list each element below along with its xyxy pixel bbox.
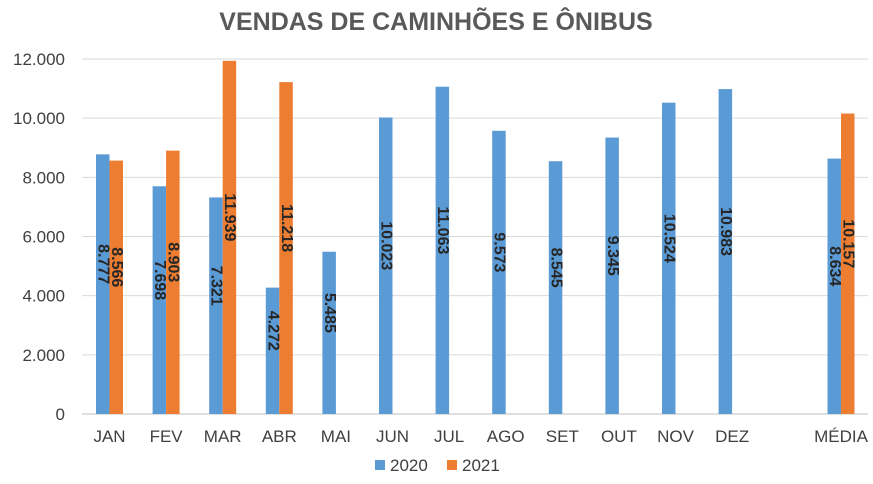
x-axis-ticks: JAN FEV MAR ABR MAI JUN JUL AGO SET OUT NOV DEZ MÉDI…	[93, 427, 868, 446]
data-label: 10.157	[840, 219, 857, 268]
data-label: 8.566	[108, 247, 125, 287]
y-axis-ticks: 0 2.000 4.000 6.000 8.000 10.000 12.000	[13, 50, 65, 424]
bar-2021-mar	[222, 60, 237, 414]
data-label: 11.939	[221, 193, 238, 241]
legend-label: 2021	[462, 456, 500, 475]
bar-2020-ago	[492, 130, 506, 414]
y-tick-label: 2.000	[22, 346, 65, 365]
bar-2020-mar	[209, 197, 223, 414]
y-tick-label: 12.000	[13, 50, 65, 69]
data-label: 11.063	[434, 206, 451, 254]
x-tick-label: JAN	[93, 427, 125, 446]
bar-2021-abr	[279, 82, 293, 415]
y-tick-label: 6.000	[22, 228, 65, 247]
data-label: 10.023	[378, 221, 395, 270]
data-label: 8.903	[165, 242, 182, 282]
data-label: 7.698	[151, 260, 168, 300]
gridlines	[82, 58, 868, 415]
data-label: 5.485	[321, 293, 338, 333]
bar-2020-jul	[435, 86, 450, 415]
bar-2020-média	[827, 158, 841, 414]
legend-swatch-2021	[447, 460, 457, 470]
x-tick-label: MAI	[321, 427, 351, 446]
x-tick-label: DEZ	[715, 427, 749, 446]
data-label: 9.573	[491, 232, 508, 272]
bar-2020-out	[605, 137, 619, 414]
x-tick-label: OUT	[601, 427, 637, 446]
data-label: 9.345	[604, 236, 621, 276]
bar-2021-média	[841, 113, 855, 414]
y-tick-label: 10.000	[13, 109, 65, 128]
x-tick-label: ABR	[262, 427, 297, 446]
y-tick-label: 0	[56, 405, 65, 424]
legend: 2020 2021	[375, 456, 500, 475]
y-tick-label: 8.000	[22, 168, 65, 187]
legend-swatch-2020	[375, 460, 385, 470]
x-tick-label: JUL	[434, 427, 464, 446]
data-label: 8.545	[547, 248, 564, 288]
bar-2020-mai	[322, 251, 336, 414]
data-label: 11.218	[278, 204, 295, 252]
x-tick-label: SET	[546, 427, 579, 446]
bar-2020-jun	[379, 117, 393, 414]
data-label: 7.321	[208, 266, 225, 306]
bar-2021-jan	[109, 160, 123, 414]
bar-2020-abr	[265, 287, 280, 414]
data-label: 10.524	[661, 214, 678, 263]
x-tick-label: AGO	[487, 427, 525, 446]
data-label: 8.634	[826, 246, 843, 286]
bar-2020-set	[548, 161, 563, 414]
chart-title: VENDAS DE CAMINHÕES E ÔNIBUS	[219, 6, 652, 36]
data-label: 8.777	[95, 244, 112, 284]
bar-2021-fev	[166, 150, 180, 415]
x-tick-label: MÉDIA	[814, 427, 869, 446]
y-tick-label: 4.000	[22, 287, 65, 306]
bar-2020-nov	[662, 102, 676, 414]
bar-2020-dez	[718, 89, 733, 415]
bar-2020-jan	[96, 154, 110, 414]
bar-2020-fev	[152, 186, 167, 414]
x-tick-label: MAR	[204, 427, 242, 446]
data-label: 10.983	[717, 207, 734, 256]
x-tick-label: FEV	[150, 427, 184, 446]
x-tick-label: NOV	[657, 427, 695, 446]
legend-label: 2020	[390, 456, 428, 475]
x-tick-label: JUN	[376, 427, 409, 446]
data-label: 4.272	[264, 311, 281, 351]
